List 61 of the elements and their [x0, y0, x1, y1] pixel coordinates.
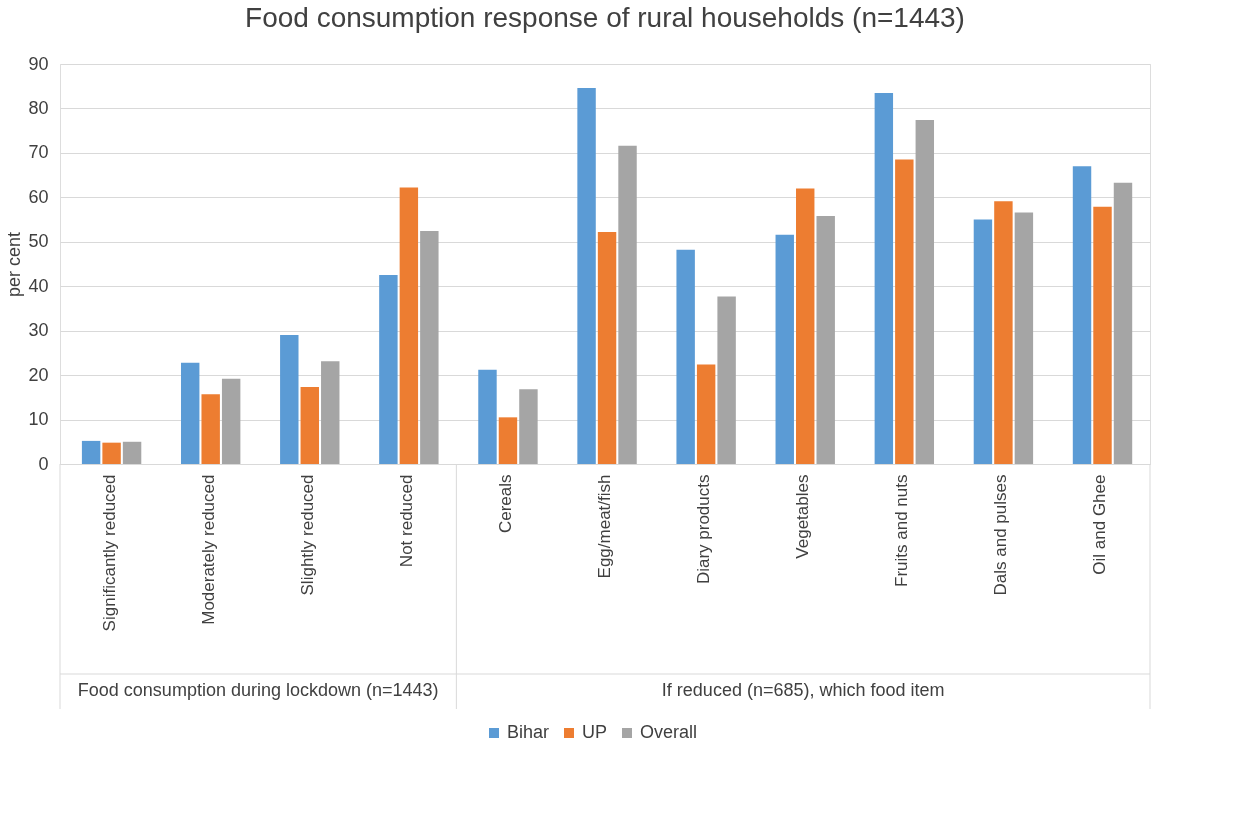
bar	[973, 219, 993, 464]
x-tick-label: Moderately reduced	[198, 474, 218, 625]
y-tick-label: 50	[28, 231, 49, 252]
x-tick-label: Significantly reduced	[99, 474, 119, 632]
bar	[717, 296, 736, 464]
bar	[280, 335, 299, 464]
bar	[1093, 206, 1112, 464]
x-tick-label: Slightly reduced	[297, 474, 317, 596]
bar	[81, 440, 101, 464]
y-tick-label: 70	[28, 142, 49, 163]
bar	[618, 145, 637, 464]
bar	[676, 249, 695, 464]
y-tick-label: 80	[28, 97, 49, 118]
bar	[1014, 212, 1034, 464]
bar	[696, 364, 716, 464]
bar	[994, 201, 1013, 464]
text: Food consumption during lockdown (n=1443)	[77, 680, 439, 700]
bar	[321, 361, 340, 464]
y-tick-label: 0	[38, 453, 49, 474]
x-tick-label: Oil and Ghee	[1090, 474, 1110, 575]
bar	[221, 378, 241, 464]
bar	[379, 275, 398, 464]
x-tick-label: Cereals	[495, 474, 515, 534]
bar	[478, 369, 497, 464]
text: If reduced (n=685), which food item	[661, 680, 945, 700]
bar	[300, 387, 319, 464]
legend-label: UP	[582, 722, 608, 742]
x-tick-label: Egg/meat/fish	[595, 474, 614, 579]
bar	[102, 442, 121, 464]
x-tick-label: Not reduced	[396, 474, 416, 568]
x-tick-label: Diary products	[694, 474, 714, 585]
y-tick-label: 10	[28, 409, 49, 430]
bar	[895, 159, 914, 464]
bar	[915, 120, 935, 464]
bar	[201, 394, 220, 464]
bar	[1072, 166, 1092, 464]
bar	[816, 216, 835, 464]
bar	[519, 389, 538, 464]
bar	[122, 441, 142, 464]
bar	[874, 92, 894, 464]
bar	[796, 188, 815, 464]
bar	[180, 362, 200, 464]
x-tick-label: Vegetables	[793, 474, 813, 559]
y-tick-label: 30	[28, 320, 49, 341]
y-tick-label: 20	[28, 364, 49, 385]
legend-label: Overall	[640, 722, 698, 742]
bar	[1113, 182, 1133, 464]
y-tick-label: 90	[28, 53, 49, 74]
bar	[399, 187, 419, 464]
x-tick-label: Dals and pulses	[991, 474, 1011, 596]
y-tick-label: 60	[28, 186, 49, 207]
bar	[597, 232, 617, 464]
bar	[775, 234, 794, 464]
y-axis-title: per cent	[4, 231, 25, 298]
legend-label: Bihar	[507, 722, 550, 742]
bar	[420, 231, 439, 464]
bar	[498, 417, 518, 464]
y-tick-label: 40	[28, 275, 49, 296]
x-tick-label: Fruits and nuts	[892, 474, 912, 587]
bar	[577, 88, 596, 464]
chart-title: Food consumption response of rural households (n=1443)	[245, 2, 965, 33]
